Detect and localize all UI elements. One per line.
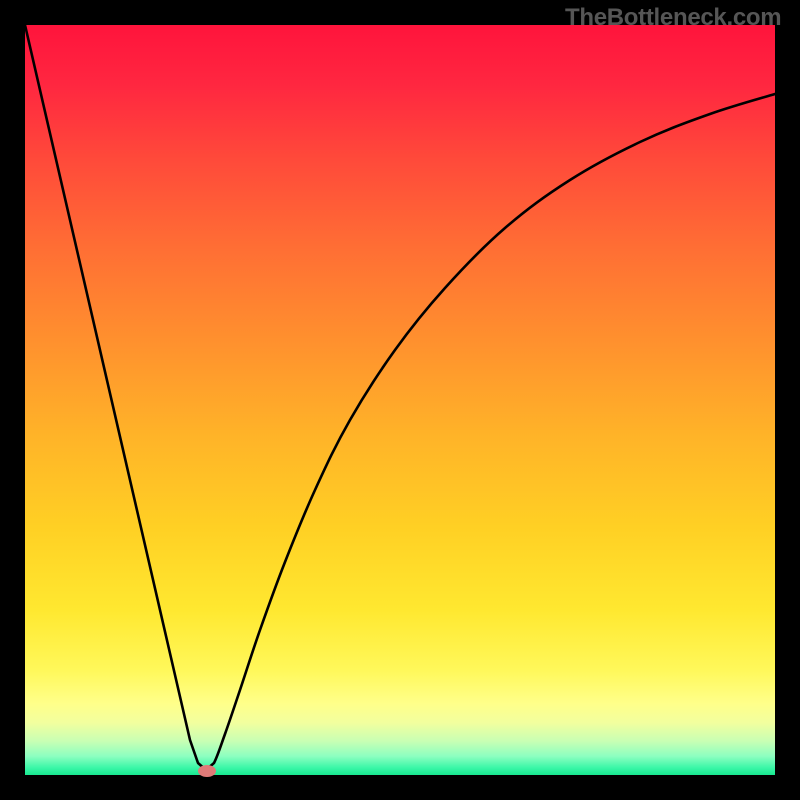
sweet-spot-marker [198, 765, 216, 777]
bottleneck-curve [25, 25, 775, 770]
watermark-text: TheBottleneck.com [565, 4, 781, 32]
chart-container: TheBottleneck.com [0, 0, 800, 800]
curve-layer [0, 0, 800, 800]
